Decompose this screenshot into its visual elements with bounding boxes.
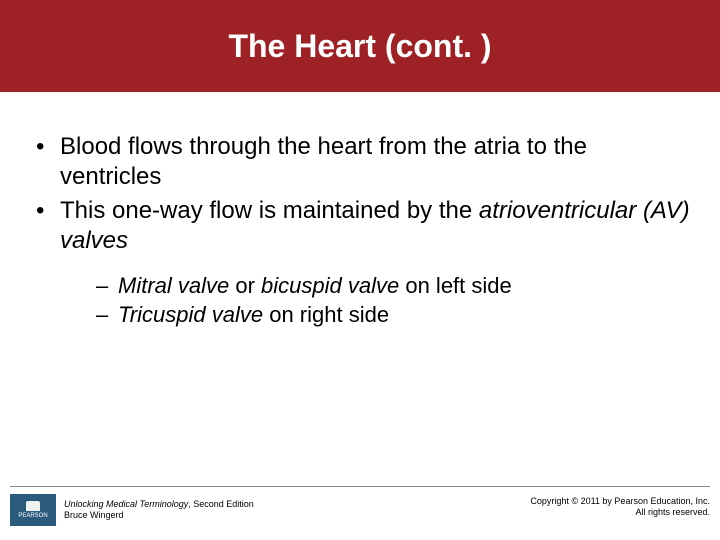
logo-label: PEARSON bbox=[18, 513, 47, 519]
bullet-text: Blood flows through the heart from the a… bbox=[60, 133, 587, 190]
book-edition: , Second Edition bbox=[188, 499, 254, 509]
sub-italic: bicuspid valve bbox=[261, 273, 399, 298]
copyright-line: All rights reserved. bbox=[530, 507, 710, 518]
bullet-item: This one-way flow is maintained by the a… bbox=[28, 196, 692, 329]
bullet-list: Blood flows through the heart from the a… bbox=[28, 132, 692, 329]
footer-divider bbox=[10, 486, 710, 487]
book-author: Bruce Wingerd bbox=[64, 510, 254, 521]
sub-bullet-item: Mitral valve or bicuspid valve on left s… bbox=[92, 272, 692, 301]
book-line: Unlocking Medical Terminology, Second Ed… bbox=[64, 499, 254, 510]
sub-plain: or bbox=[229, 273, 261, 298]
sub-italic: Mitral valve bbox=[118, 273, 229, 298]
bullet-text: This one-way flow is maintained by the bbox=[60, 197, 479, 224]
copyright-line: Copyright © 2011 by Pearson Education, I… bbox=[530, 496, 710, 507]
footer-left: PEARSON Unlocking Medical Terminology, S… bbox=[10, 494, 254, 526]
footer-book-info: Unlocking Medical Terminology, Second Ed… bbox=[64, 499, 254, 521]
sub-italic: Tricuspid valve bbox=[118, 302, 263, 327]
sub-bullet-item: Tricuspid valve on right side bbox=[92, 301, 692, 330]
logo-icon bbox=[26, 501, 40, 511]
sub-plain: on left side bbox=[399, 273, 512, 298]
book-title: Unlocking Medical Terminology bbox=[64, 499, 188, 509]
title-bar: The Heart (cont. ) bbox=[0, 0, 720, 92]
bullet-item: Blood flows through the heart from the a… bbox=[28, 132, 692, 192]
footer-copyright: Copyright © 2011 by Pearson Education, I… bbox=[530, 496, 710, 519]
sub-plain: on right side bbox=[263, 302, 389, 327]
slide-content: Blood flows through the heart from the a… bbox=[0, 92, 720, 329]
sub-bullet-list: Mitral valve or bicuspid valve on left s… bbox=[60, 272, 692, 329]
pearson-logo: PEARSON bbox=[10, 494, 56, 526]
slide-title: The Heart (cont. ) bbox=[228, 28, 491, 65]
slide-footer: PEARSON Unlocking Medical Terminology, S… bbox=[0, 486, 720, 540]
